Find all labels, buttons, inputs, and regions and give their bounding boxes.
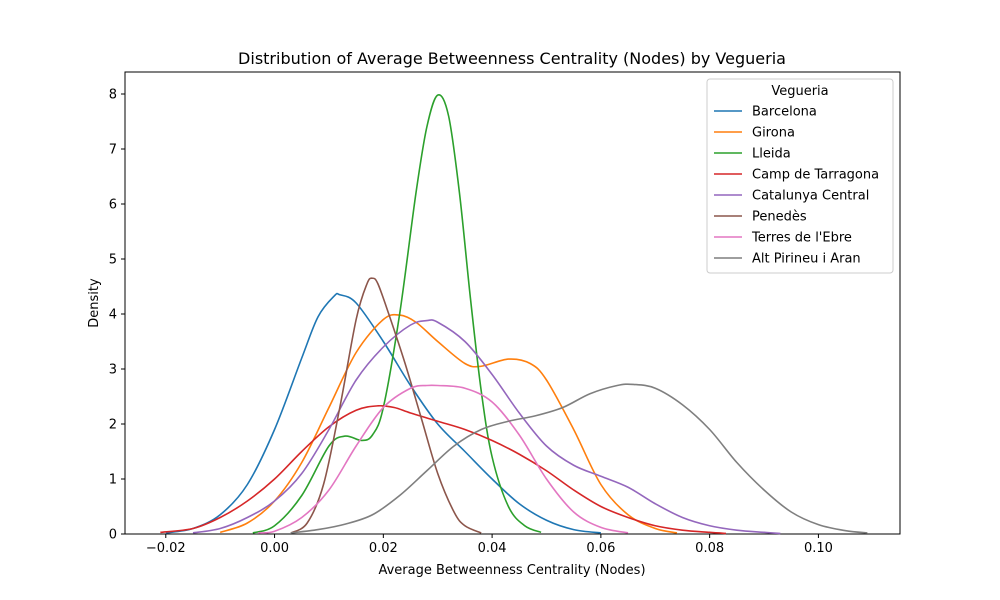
y-axis-ticks: 0 1 2 3 4 5 6 7 8 xyxy=(109,88,125,543)
legend-label-camp-de-tarragona: Camp de Tarragona xyxy=(752,168,879,183)
curve-pened-s xyxy=(290,277,482,534)
x-tick-label: 0.08 xyxy=(695,541,724,556)
legend-label-terres-de-l-ebre: Terres de l'Ebre xyxy=(751,231,852,246)
y-tick-label: 0 xyxy=(109,528,117,543)
x-tick-label: −0.02 xyxy=(146,541,186,556)
curve-girona xyxy=(219,313,678,534)
y-tick-label: 5 xyxy=(109,253,117,268)
density-curves xyxy=(160,94,868,535)
x-tick-label: 0.00 xyxy=(260,541,289,556)
y-tick-label: 1 xyxy=(109,473,117,488)
legend-label-pened-s: Penedès xyxy=(752,210,807,225)
x-tick-label: 0.10 xyxy=(804,541,833,556)
plot-area: −0.02 0.00 0.02 0.04 0.06 0.08 0.10 0 1 2 3 4 5 6 7 8 xyxy=(109,71,901,556)
x-tick-label: 0.04 xyxy=(478,541,507,556)
curve-barcelona xyxy=(165,292,601,534)
y-tick-label: 6 xyxy=(109,198,117,213)
curve-alt-pirineu-i-aran xyxy=(290,383,868,534)
x-tick-label: 0.02 xyxy=(369,541,398,556)
curve-camp-de-tarragona xyxy=(160,404,727,535)
chart-title: Distribution of Average Betweenness Cent… xyxy=(238,49,786,68)
y-tick-label: 2 xyxy=(109,418,117,433)
legend-items: Barcelona Girona Lleida Camp de Tarragona Ca… xyxy=(714,105,879,267)
y-tick-label: 7 xyxy=(109,143,117,158)
x-tick-label: 0.06 xyxy=(586,541,615,556)
legend-label-alt-pirineu-i-aran: Alt Pirineu i Aran xyxy=(752,252,861,267)
legend-title: Vegueria xyxy=(771,84,828,99)
legend-label-girona: Girona xyxy=(752,126,795,141)
curve-terres-de-l-ebre xyxy=(258,384,629,534)
curve-lleida xyxy=(252,94,542,534)
plot-frame xyxy=(124,71,901,535)
x-axis-label: Average Betweenness Centrality (Nodes) xyxy=(378,563,645,578)
curve-catalunya-central xyxy=(192,319,781,535)
y-tick-label: 8 xyxy=(109,88,117,103)
y-tick-label: 3 xyxy=(109,363,117,378)
y-axis-label: Density xyxy=(87,278,102,328)
legend-label-catalunya-central: Catalunya Central xyxy=(752,189,869,204)
legend-label-barcelona: Barcelona xyxy=(752,105,817,120)
x-axis-ticks: −0.02 0.00 0.02 0.04 0.06 0.08 0.10 xyxy=(146,534,833,556)
legend: Vegueria Barcelona Girona Lleida Camp de Ta… xyxy=(706,78,894,274)
legend-box xyxy=(706,78,894,274)
y-tick-label: 4 xyxy=(109,308,117,323)
legend-label-lleida: Lleida xyxy=(752,147,791,162)
